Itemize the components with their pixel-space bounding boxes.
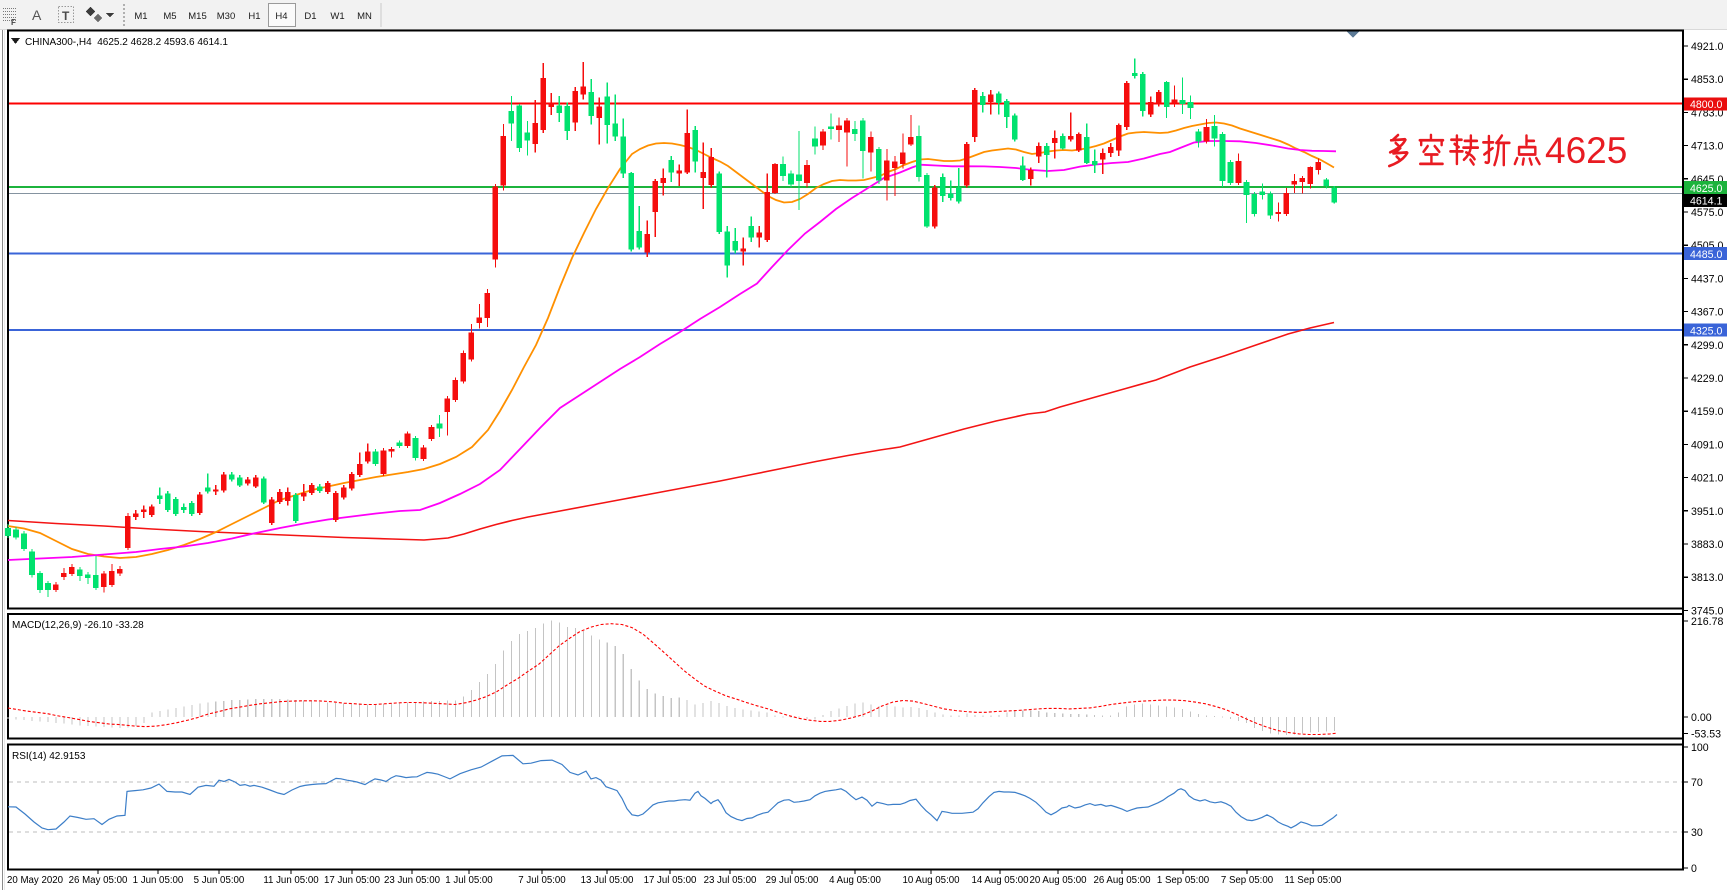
svg-text:26 May 05:00: 26 May 05:00 (69, 875, 128, 886)
svg-text:4437.0: 4437.0 (1691, 273, 1724, 285)
svg-text:-53.53: -53.53 (1691, 729, 1721, 741)
svg-text:7 Sep 05:00: 7 Sep 05:00 (1221, 875, 1274, 886)
svg-text:1 Jun 05:00: 1 Jun 05:00 (133, 875, 184, 886)
svg-text:3813.0: 3813.0 (1691, 572, 1724, 584)
svg-text:10 Aug 05:00: 10 Aug 05:00 (902, 875, 960, 886)
svg-text:F: F (11, 18, 16, 27)
svg-text:23 Jun 05:00: 23 Jun 05:00 (384, 875, 441, 886)
svg-text:MACD(12,26,9) -26.10 -33.28: MACD(12,26,9) -26.10 -33.28 (12, 620, 144, 631)
svg-text:3745.0: 3745.0 (1691, 605, 1724, 617)
svg-text:23 Jul 05:00: 23 Jul 05:00 (704, 875, 757, 886)
svg-text:4625: 4625 (1545, 130, 1627, 171)
svg-text:4229.0: 4229.0 (1691, 373, 1724, 385)
svg-text:0.00: 0.00 (1691, 712, 1712, 724)
svg-text:4021.0: 4021.0 (1691, 473, 1724, 485)
svg-text:11 Jun 05:00: 11 Jun 05:00 (263, 875, 319, 886)
svg-text:30: 30 (1691, 827, 1703, 839)
svg-text:RSI(14) 42.9153: RSI(14) 42.9153 (12, 751, 86, 762)
svg-text:4159.0: 4159.0 (1691, 406, 1724, 418)
svg-text:M15: M15 (188, 11, 206, 22)
svg-text:T: T (62, 9, 70, 23)
svg-text:4091.0: 4091.0 (1691, 439, 1724, 451)
svg-text:13 Jul 05:00: 13 Jul 05:00 (581, 875, 634, 886)
svg-text:M1: M1 (134, 11, 147, 22)
svg-text:3883.0: 3883.0 (1691, 539, 1724, 551)
svg-text:M30: M30 (217, 11, 235, 22)
svg-text:H1: H1 (248, 11, 260, 22)
svg-text:4299.0: 4299.0 (1691, 340, 1724, 352)
svg-text:W1: W1 (330, 11, 344, 22)
svg-text:4921.0: 4921.0 (1691, 41, 1724, 53)
svg-text:4614.1: 4614.1 (1690, 196, 1723, 208)
svg-text:4783.0: 4783.0 (1691, 107, 1724, 119)
svg-text:100: 100 (1691, 742, 1709, 754)
svg-text:29 Jul 05:00: 29 Jul 05:00 (766, 875, 819, 886)
svg-text:4713.0: 4713.0 (1691, 141, 1724, 153)
svg-text:4625.0: 4625.0 (1690, 183, 1723, 195)
svg-text:4325.0: 4325.0 (1690, 325, 1723, 337)
svg-text:D1: D1 (304, 11, 316, 22)
svg-text:4 Aug 05:00: 4 Aug 05:00 (829, 875, 881, 886)
svg-text:3951.0: 3951.0 (1691, 506, 1724, 518)
svg-text:20 Aug 05:00: 20 Aug 05:00 (1029, 875, 1087, 886)
svg-text:4485.0: 4485.0 (1690, 249, 1723, 261)
svg-text:17 Jul 05:00: 17 Jul 05:00 (644, 875, 697, 886)
svg-text:1 Jul 05:00: 1 Jul 05:00 (445, 875, 493, 886)
svg-text:A: A (32, 7, 42, 23)
svg-text:5 Jun 05:00: 5 Jun 05:00 (194, 875, 245, 886)
svg-text:216.78: 216.78 (1691, 616, 1724, 628)
svg-text:MN: MN (357, 11, 372, 22)
svg-text:11 Sep 05:00: 11 Sep 05:00 (1285, 875, 1343, 886)
svg-text:70: 70 (1691, 777, 1703, 789)
svg-text:7 Jul 05:00: 7 Jul 05:00 (518, 875, 566, 886)
svg-text:26 Aug 05:00: 26 Aug 05:00 (1093, 875, 1151, 886)
svg-text:14 Aug 05:00: 14 Aug 05:00 (971, 875, 1029, 886)
svg-text:17 Jun 05:00: 17 Jun 05:00 (324, 875, 381, 886)
svg-text:4853.0: 4853.0 (1691, 74, 1724, 86)
svg-text:4575.0: 4575.0 (1691, 207, 1724, 219)
svg-text:M5: M5 (163, 11, 176, 22)
svg-text:1 Sep 05:00: 1 Sep 05:00 (1157, 875, 1210, 886)
svg-text:20 May 2020: 20 May 2020 (7, 875, 64, 886)
svg-text:4367.0: 4367.0 (1691, 307, 1724, 319)
svg-text:0: 0 (1691, 863, 1697, 875)
svg-text:H4: H4 (275, 11, 287, 22)
svg-text:4800.0: 4800.0 (1690, 99, 1723, 111)
svg-text:CHINA300-,H4 4625.2 4628.2 45: CHINA300-,H4 4625.2 4628.2 4593.6 4614.1 (25, 37, 228, 48)
